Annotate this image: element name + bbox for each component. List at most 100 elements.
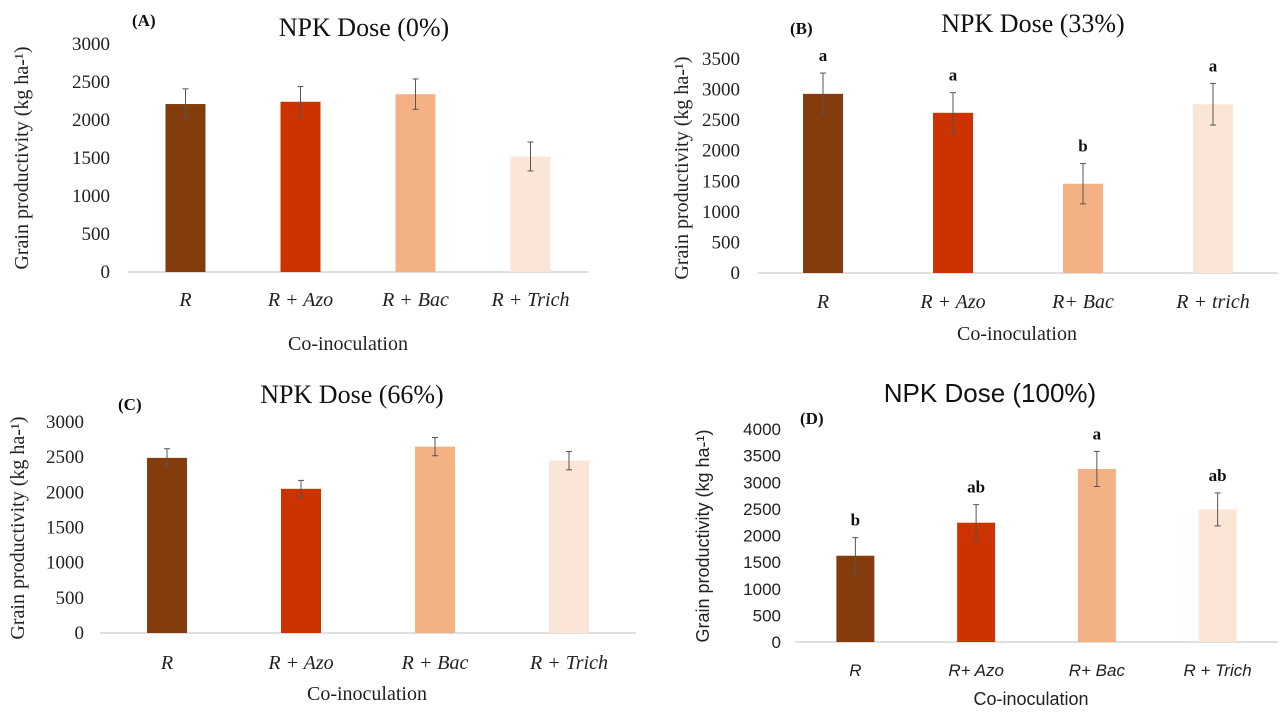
y-tick-label: 1000 xyxy=(46,553,84,574)
significance-letter: b xyxy=(851,511,860,530)
bar xyxy=(549,460,589,633)
y-tick-label: 2500 xyxy=(72,72,110,93)
error-bar xyxy=(1080,163,1086,205)
error-bar xyxy=(297,86,304,118)
chart-panel-a: (A) NPK Dose (0%) Grain productivity (kg… xyxy=(11,11,588,355)
y-tick-label: 0 xyxy=(731,263,741,284)
bar xyxy=(933,112,973,273)
y-tick-label: 1500 xyxy=(46,518,84,539)
significance-letter: a xyxy=(1209,56,1218,75)
y-tick-label: 2500 xyxy=(702,110,740,131)
y-tick-label: 500 xyxy=(56,588,85,609)
bar xyxy=(1077,468,1116,642)
y-tick-label: 3000 xyxy=(743,473,781,492)
category-label: R xyxy=(849,661,861,680)
significance-letter: ab xyxy=(967,478,985,497)
error-bar xyxy=(182,88,189,120)
y-tick-label: 500 xyxy=(753,606,781,625)
x-axis-label: Co-inoculation xyxy=(288,333,408,355)
panel-label: (B) xyxy=(790,19,813,38)
y-tick-label: 3500 xyxy=(702,49,740,70)
error-bar xyxy=(527,141,534,172)
y-tick-label: 3000 xyxy=(46,412,84,433)
category-label: R + Trich xyxy=(529,652,608,674)
bar xyxy=(957,522,996,642)
error-bar xyxy=(852,537,859,575)
bar xyxy=(1198,509,1237,642)
x-axis-label: Co-inoculation xyxy=(957,323,1077,345)
significance-letter: b xyxy=(1078,137,1087,156)
y-tick-label: 4000 xyxy=(743,420,781,439)
y-axis-label: Grain productivity (kg ha-¹) xyxy=(7,416,29,639)
y-axis-label: Grain productivity (kg ha-¹) xyxy=(11,46,33,269)
y-tick-label: 0 xyxy=(75,623,85,644)
y-tick-label: 1500 xyxy=(72,148,110,169)
y-tick-label: 3500 xyxy=(743,447,781,466)
significance-letter: a xyxy=(1093,424,1102,443)
y-tick-label: 2000 xyxy=(46,482,84,503)
bar xyxy=(510,156,551,272)
y-tick-label: 1500 xyxy=(743,553,781,572)
x-axis-label: Co-inoculation xyxy=(973,689,1088,709)
significance-letter: a xyxy=(949,66,958,85)
y-axis-label: Grain productivity (kg ha-¹) xyxy=(693,429,713,642)
bar xyxy=(395,94,436,272)
error-bar xyxy=(432,436,438,457)
category-label: R + Azo xyxy=(267,652,333,674)
y-tick-label: 500 xyxy=(82,224,111,245)
error-bar xyxy=(566,451,572,471)
category-label: R+ Bac xyxy=(1051,291,1114,313)
significance-letter: a xyxy=(819,46,828,65)
chart-title: NPK Dose (66%) xyxy=(260,380,443,409)
y-tick-label: 3000 xyxy=(72,34,110,55)
y-tick-label: 0 xyxy=(101,262,111,283)
y-axis-label: Grain productivity (kg ha-¹) xyxy=(671,56,693,279)
y-tick-label: 1000 xyxy=(702,202,740,223)
y-tick-label: 2000 xyxy=(72,110,110,131)
y-tick-label: 2500 xyxy=(46,447,84,468)
y-tick-label: 2000 xyxy=(702,141,740,162)
chart-panel-b: (B) NPK Dose (33%) Grain productivity (k… xyxy=(671,9,1278,345)
category-label: R+ Bac xyxy=(1069,661,1126,680)
category-label: R xyxy=(816,291,829,313)
y-tick-label: 2500 xyxy=(743,500,781,519)
error-bar xyxy=(973,504,980,542)
x-axis-label: Co-inoculation xyxy=(307,683,427,705)
bar xyxy=(1193,104,1233,273)
y-tick-label: 3000 xyxy=(702,80,740,101)
chart-title: NPK Dose (100%) xyxy=(884,378,1096,408)
category-label: R xyxy=(160,652,173,674)
panel-label: (D) xyxy=(800,409,824,428)
bar xyxy=(165,104,206,272)
error-bar xyxy=(1093,450,1100,488)
error-bar xyxy=(820,72,826,116)
bar xyxy=(281,488,321,633)
plot-area: 0 500 1000 1500 2000 2500 3000 R R + Azo R + Bac R… xyxy=(72,34,588,311)
chart-title: NPK Dose (0%) xyxy=(279,13,449,42)
plot-area: 0 500 1000 1500 2000 2500 3000 3500 4000 b Rab R+ A… xyxy=(743,420,1278,680)
y-tick-label: 1000 xyxy=(72,186,110,207)
category-label: R + trich xyxy=(1175,291,1250,313)
y-tick-label: 500 xyxy=(712,232,741,253)
category-label: R + Azo xyxy=(919,291,985,313)
bar xyxy=(803,93,843,273)
error-bar xyxy=(412,78,419,110)
error-bar xyxy=(164,448,170,468)
panel-label: (A) xyxy=(132,11,156,30)
category-label: R xyxy=(178,289,191,311)
significance-letter: ab xyxy=(1209,466,1227,485)
category-label: R+ Azo xyxy=(948,661,1004,680)
bar xyxy=(415,446,455,633)
panel-label: (C) xyxy=(118,395,142,414)
error-bar xyxy=(1214,492,1221,527)
chart-panel-c: (C) NPK Dose (66%) Grain productivity (k… xyxy=(7,380,636,705)
plot-area: 0 500 1000 1500 2000 2500 3000 3500 a Ra R + Azo b R… xyxy=(702,46,1278,313)
category-label: R + Trich xyxy=(1184,661,1252,680)
category-label: R + Azo xyxy=(267,289,333,311)
y-tick-label: 1000 xyxy=(743,580,781,599)
error-bar xyxy=(298,479,304,498)
bar xyxy=(280,101,321,272)
error-bar xyxy=(950,92,956,134)
category-label: R + Bac xyxy=(381,289,449,311)
